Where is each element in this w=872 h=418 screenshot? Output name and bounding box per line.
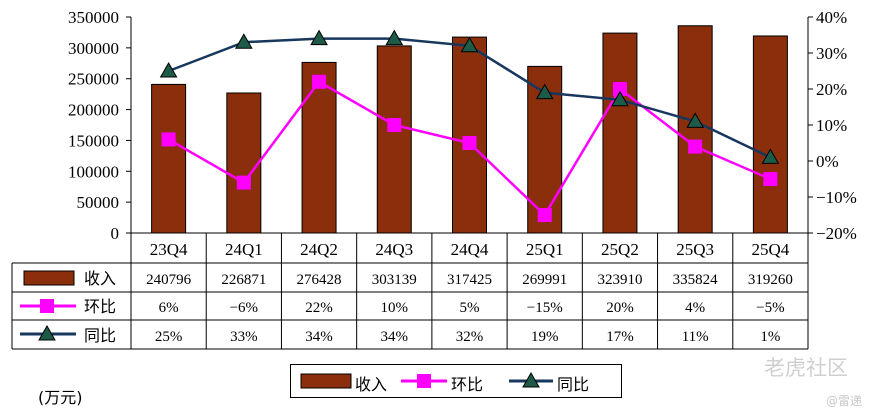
mom-point	[688, 139, 703, 154]
row-label-mom: 环比	[84, 297, 116, 316]
yoy-point	[761, 148, 780, 164]
table-cell: −5%	[756, 300, 784, 316]
x-tick-label: 24Q4	[451, 240, 489, 259]
y-left-tick-label: 350000	[68, 8, 119, 27]
legend-swatches	[300, 371, 553, 389]
table-cell: 4%	[685, 300, 705, 316]
table-cell: 226871	[221, 272, 266, 288]
table-cell: 34%	[381, 329, 409, 345]
mom-point	[612, 82, 627, 96]
yoy-point	[234, 33, 253, 49]
row-label-revenue: 收入	[84, 269, 116, 288]
x-tick-label: 25Q2	[601, 240, 639, 259]
table-cell: 32%	[456, 329, 484, 345]
table-cell: −15%	[527, 300, 563, 316]
legend-yoy-marker	[522, 371, 540, 388]
y-left-tick-label: 300000	[68, 39, 119, 58]
y-left-tick-label: 150000	[68, 131, 119, 150]
y-left-tick-label: 50000	[77, 193, 120, 212]
legend-bar-swatch	[300, 373, 352, 389]
mom-point	[462, 136, 477, 150]
row-label-yoy: 同比	[84, 326, 116, 345]
revenue-bar	[752, 35, 788, 234]
revenue-bar	[677, 25, 713, 234]
table-cell: 17%	[606, 329, 634, 345]
table-cell: 319260	[748, 272, 793, 288]
y-right-tick-label: 30%	[816, 44, 847, 63]
yoy-point	[460, 36, 479, 53]
y-left-tick-label: 200000	[68, 101, 119, 120]
y-right-tick-label: −10%	[816, 188, 857, 207]
yoy-point	[310, 29, 328, 46]
mom-point	[312, 74, 327, 89]
yoy-point	[686, 112, 705, 128]
x-tick-label: 24Q1	[225, 240, 263, 259]
revenue-bar	[226, 92, 262, 234]
table-cell: 323910	[597, 272, 642, 288]
yoy-point	[159, 61, 178, 78]
mom-point	[161, 132, 176, 147]
table-cell: 11%	[682, 329, 709, 345]
yoy-point	[611, 90, 629, 107]
legend-label-revenue: 收入	[355, 375, 388, 394]
table-cell: 335824	[673, 272, 719, 288]
y-right-tick-label: 0%	[816, 152, 839, 171]
y-right-tick-label: 10%	[816, 116, 847, 135]
mom-point	[537, 208, 552, 222]
table-cell: 269991	[522, 272, 567, 288]
table-cell: 1%	[760, 329, 780, 345]
y-right-tick-label: 40%	[816, 8, 847, 27]
watermark-text: 老虎社区	[764, 356, 848, 380]
revenue-bar	[301, 61, 337, 234]
revenue-bar	[602, 32, 638, 234]
table-cell: 6%	[159, 300, 179, 316]
unit-label: (万元)	[38, 388, 83, 407]
x-tick-label: 23Q4	[150, 240, 188, 259]
table-cell: 5%	[460, 300, 480, 316]
yoy-point	[535, 83, 554, 100]
table-cell: 22%	[305, 300, 333, 316]
mom-point	[763, 172, 778, 186]
legend-label-mom: 环比	[451, 375, 484, 394]
row-key-yoy-marker	[38, 324, 56, 341]
revenue-bar	[376, 45, 412, 234]
table-cell: 240796	[146, 272, 192, 288]
row-key-revenue	[23, 270, 75, 286]
y-left-tick-label: 100000	[68, 162, 119, 181]
legend-mom-marker	[417, 374, 431, 388]
table-cell: 303139	[372, 272, 417, 288]
watermark-subtext: @雷递	[825, 394, 862, 408]
table-cell: 33%	[230, 329, 258, 345]
yoy-point	[385, 29, 404, 46]
table-cell: 20%	[606, 300, 634, 316]
mom-point	[387, 118, 402, 132]
x-tick-label: 25Q1	[526, 240, 564, 259]
table-cell: 19%	[531, 329, 559, 345]
table-cell: 276428	[297, 272, 342, 288]
y-left-tick-label: 0	[111, 224, 120, 243]
y-left-tick-label: 250000	[68, 70, 119, 89]
table-cell: −6%	[230, 300, 258, 316]
table-cell: 25%	[155, 329, 183, 345]
y-right-tick-label: −20%	[816, 224, 857, 243]
legend-label-yoy: 同比	[557, 375, 590, 394]
x-tick-label: 24Q3	[375, 240, 413, 259]
row-key-mom-marker	[40, 299, 54, 313]
y-right-tick-label: 20%	[816, 80, 847, 99]
x-tick-label: 25Q4	[751, 240, 789, 259]
table-cell: 10%	[381, 300, 409, 316]
revenue-bar	[151, 83, 187, 234]
table-cell: 317425	[447, 272, 492, 288]
chart-legend: 收入 环比 同比	[290, 364, 622, 398]
x-tick-label: 24Q2	[300, 240, 338, 259]
table-cell: 34%	[305, 329, 333, 345]
x-tick-label: 25Q3	[676, 240, 714, 259]
mom-point	[236, 175, 251, 190]
revenue-bar	[452, 36, 487, 234]
